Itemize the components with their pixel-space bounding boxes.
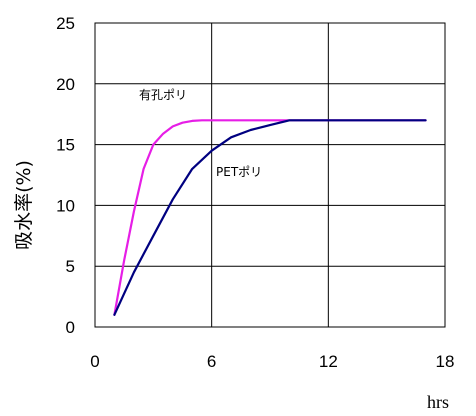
plot-frame — [94, 22, 446, 328]
x-tick-label: 6 — [207, 352, 216, 371]
grid-lines — [95, 23, 445, 327]
x-tick-label: 18 — [436, 352, 455, 371]
y-tick-label: 20 — [56, 75, 75, 94]
series-line-1 — [113, 119, 427, 316]
y-tick-label: 5 — [66, 257, 75, 276]
series-lines — [113, 119, 427, 316]
y-tick-label: 10 — [56, 196, 75, 215]
series-label-pet: PETポリ — [216, 165, 262, 179]
x-axis-unit: hrs — [427, 392, 449, 412]
series-line-0 — [113, 119, 427, 316]
x-tick-label: 12 — [319, 352, 338, 371]
x-tick-label: 0 — [90, 352, 99, 371]
series-label-perforated: 有孔ポリ — [139, 88, 187, 102]
y-axis-label: 吸水率(%) — [13, 160, 35, 250]
tick-labels: 0 5 10 15 20 25 0 6 12 18 — [56, 14, 454, 371]
y-tick-label: 0 — [66, 318, 75, 337]
y-tick-label: 25 — [56, 14, 75, 33]
y-tick-label: 15 — [56, 136, 75, 155]
